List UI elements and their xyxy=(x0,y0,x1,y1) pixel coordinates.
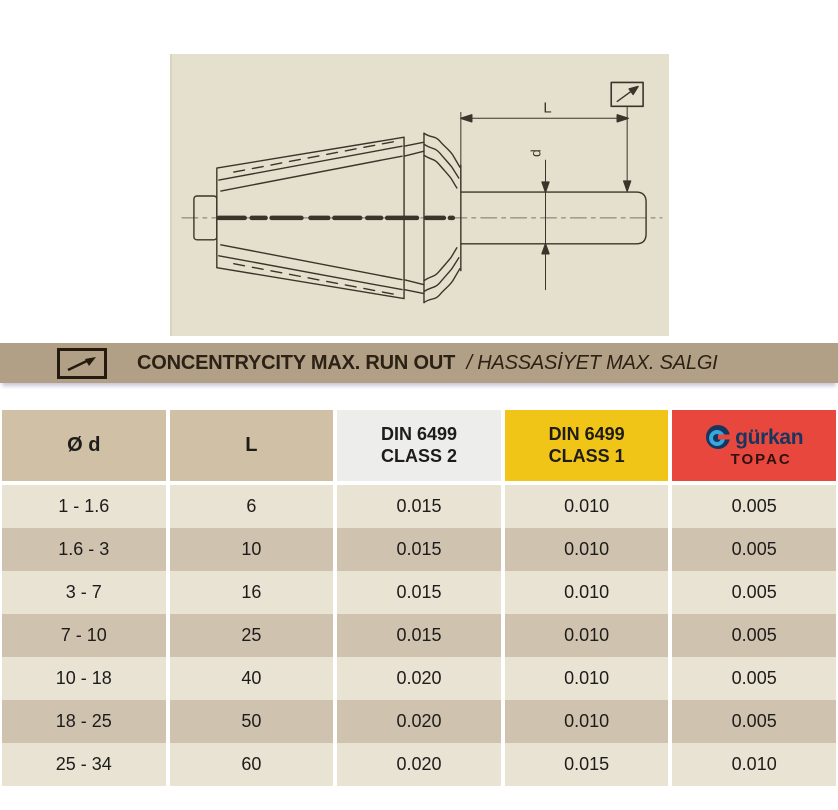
cell-class1-runout: 0.010 xyxy=(504,614,669,657)
cell-length: 50 xyxy=(169,700,334,743)
cell-class2-runout: 0.015 xyxy=(337,528,501,571)
section-title-tr: / HASSASİYET MAX. SALGI xyxy=(466,351,718,374)
section-title: CONCENTRYCITY MAX. RUN OUT / HASSASİYET … xyxy=(137,352,718,375)
cell-topac-runout: 0.010 xyxy=(672,743,836,786)
column-header-class1-line2: CLASS 1 xyxy=(548,445,625,466)
table-row: 1 - 1.6 6 0.015 0.010 0.005 xyxy=(2,485,836,528)
column-header-class2-line1: DIN 6499 xyxy=(380,424,458,445)
column-header-diameter: Ø d xyxy=(2,410,166,481)
runout-spec-table: Ø d L DIN 6499 CLASS 2 DIN 6499 CLASS 1 xyxy=(0,410,838,786)
cell-class2-runout: 0.015 xyxy=(337,485,501,528)
dim-diameter-label: d xyxy=(528,149,544,157)
table-header-row: Ø d L DIN 6499 CLASS 2 DIN 6499 CLASS 1 xyxy=(2,410,836,481)
cell-class2-runout: 0.020 xyxy=(337,657,501,700)
cell-topac-runout: 0.005 xyxy=(672,485,836,528)
cell-class2-runout: 0.020 xyxy=(337,743,501,786)
section-title-en: CONCENTRYCITY MAX. RUN OUT xyxy=(137,351,456,374)
column-header-class1-line1: DIN 6499 xyxy=(548,424,625,445)
table-row: 25 - 34 60 0.020 0.015 0.010 xyxy=(2,743,836,786)
cell-length: 25 xyxy=(169,614,334,657)
cell-d-range: 7 - 10 xyxy=(2,614,166,657)
gurkan-logo: gürkan TOPAC xyxy=(705,424,804,468)
table-row: 3 - 7 16 0.015 0.010 0.005 xyxy=(2,571,836,614)
column-header-length: L xyxy=(169,410,334,481)
table-body: 1 - 1.6 6 0.015 0.010 0.005 1.6 - 3 10 0.015 0.0… xyxy=(2,485,836,786)
cell-d-range: 25 - 34 xyxy=(2,743,166,786)
column-header-topac: gürkan TOPAC xyxy=(672,410,836,481)
cell-d-range: 3 - 7 xyxy=(2,571,166,614)
cell-class1-runout: 0.010 xyxy=(504,571,669,614)
cell-length: 6 xyxy=(169,485,334,528)
cell-class1-runout: 0.010 xyxy=(504,700,669,743)
cell-class1-runout: 0.010 xyxy=(504,528,669,571)
cell-length: 60 xyxy=(169,743,334,786)
collet-body xyxy=(216,136,405,300)
cell-class1-runout: 0.015 xyxy=(504,743,669,786)
cell-topac-runout: 0.005 xyxy=(672,614,836,657)
concentricity-icon xyxy=(57,347,107,379)
cell-class1-runout: 0.010 xyxy=(504,485,669,528)
section-title-bar: CONCENTRYCITY MAX. RUN OUT / HASSASİYET … xyxy=(0,343,838,383)
cell-class2-runout: 0.015 xyxy=(337,614,501,657)
cell-d-range: 10 - 18 xyxy=(2,657,166,700)
cell-topac-runout: 0.005 xyxy=(672,700,836,743)
cell-class2-runout: 0.015 xyxy=(337,571,501,614)
cell-class1-runout: 0.010 xyxy=(504,657,669,700)
column-header-class2: DIN 6499 CLASS 2 xyxy=(337,410,501,481)
cell-class2-runout: 0.020 xyxy=(337,700,501,743)
column-header-class1: DIN 6499 CLASS 1 xyxy=(504,410,669,481)
table-row: 1.6 - 3 10 0.015 0.010 0.005 xyxy=(2,528,836,571)
table-row: 18 - 25 50 0.020 0.010 0.005 xyxy=(2,700,836,743)
dim-length-label: L xyxy=(543,99,551,116)
cell-d-range: 18 - 25 xyxy=(2,700,166,743)
cell-d-range: 1 - 1.6 xyxy=(2,485,166,528)
technical-drawing: L d xyxy=(170,54,669,336)
cell-topac-runout: 0.005 xyxy=(672,571,836,614)
cell-d-range: 1.6 - 3 xyxy=(2,528,166,571)
collet-drawing: L d xyxy=(181,81,663,304)
gurkan-logo-icon xyxy=(706,425,732,449)
gurkan-brand-text: gürkan xyxy=(735,425,804,449)
cell-length: 16 xyxy=(169,571,334,614)
column-header-class2-line2: CLASS 2 xyxy=(380,445,457,466)
table-row: 10 - 18 40 0.020 0.010 0.005 xyxy=(2,657,836,700)
topac-text: TOPAC xyxy=(730,451,792,468)
shank xyxy=(460,191,647,245)
cell-length: 40 xyxy=(169,657,334,700)
table-row: 7 - 10 25 0.015 0.010 0.005 xyxy=(2,614,836,657)
cell-topac-runout: 0.005 xyxy=(672,657,836,700)
cell-topac-runout: 0.005 xyxy=(672,528,836,571)
cell-length: 10 xyxy=(169,528,334,571)
